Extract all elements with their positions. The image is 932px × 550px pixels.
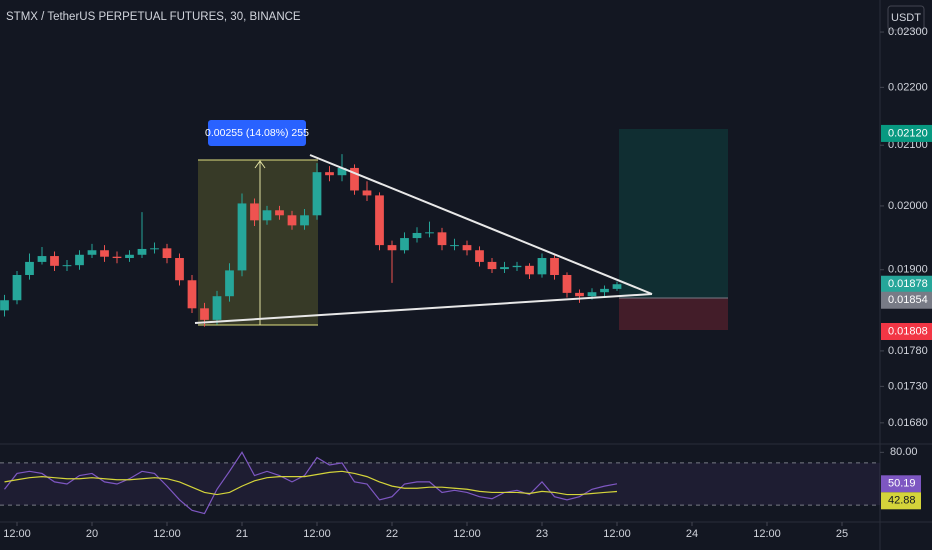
candle-body [137,248,147,255]
candle-body [362,190,372,196]
rsi-band [0,462,880,506]
y-tick-label: 0.02000 [888,200,928,212]
candle-body [375,195,384,246]
x-tick-label: 21 [236,528,248,540]
candle-body [212,296,222,320]
candle-body [550,258,559,275]
y-tick-label: 0.02300 [888,26,928,38]
x-tick-label: 22 [386,528,398,540]
price-label-box [881,322,932,340]
indicator-label: 42.88 [888,495,916,507]
y-tick-label: 0.01680 [888,417,928,429]
candle-body [462,245,472,251]
candle-body [100,250,109,257]
y-tick-label: 0.02200 [888,81,928,93]
candle-body [37,256,47,262]
candle-body [437,232,447,246]
price-label: 0.02120 [888,127,928,139]
candle-body [75,254,84,266]
price-label: 0.01878 [888,278,928,290]
candle-body [112,256,122,259]
candle-body [225,270,234,297]
measure-label: 0.00255 (14.08%) 255 [205,127,309,139]
candle-body [425,232,434,234]
candle-body [300,215,309,226]
y-tick-label: 0.02100 [888,139,928,151]
indicator-label-box [881,492,921,510]
rsi-line [4,451,618,515]
candle-body [587,292,597,297]
x-tick-label: 24 [686,528,698,540]
x-tick-label: 12:00 [3,528,31,540]
stop-zone [619,298,728,330]
candle-body [612,284,622,289]
candle-body [262,210,272,221]
measure-arrow-head [254,160,266,169]
candle-body [125,254,134,259]
price-label-box [881,291,932,309]
candle-body [575,292,584,297]
candle-body [412,232,422,239]
candle-body [237,203,247,271]
candle-body [275,210,284,216]
currency-button[interactable] [887,5,925,31]
candle-body [450,245,459,247]
currency-label[interactable]: USDT [891,12,921,24]
candle-body [512,265,522,268]
candle-body [0,300,9,311]
candle-body [162,248,172,259]
candle-body [337,167,347,176]
indicator-label-box [881,475,921,493]
y-tick-label: 0.01900 [888,264,928,276]
candle-body [175,258,184,281]
candle-body [87,250,97,255]
measure-label-box [208,120,306,146]
candle-body [562,274,572,293]
trendline-lower [194,293,653,324]
y-tick-label: 80.00 [890,446,918,458]
candle-body [50,256,59,266]
candle-body [500,267,509,270]
candle-body [525,265,534,275]
price-label: 0.01808 [888,325,928,337]
x-tick-label: 12:00 [753,528,781,540]
candle-body [325,172,334,176]
candle-body [475,250,484,262]
candle-body [25,261,34,275]
x-tick-label: 12:00 [603,528,631,540]
chart-title: STMX / TetherUS PERPETUAL FUTURES, 30, B… [6,11,301,23]
candle-body [487,261,497,270]
target-zone [619,129,728,298]
x-tick-label: 25 [836,528,848,540]
indicator-label: 50.19 [888,478,916,490]
candle-body [537,258,547,275]
x-tick-label: 12:00 [303,528,331,540]
candle-body [287,215,297,226]
candle-body [200,308,209,320]
x-tick-label: 23 [536,528,548,540]
y-tick-label: 0.01780 [888,345,928,357]
rsi-line [4,470,618,496]
price-label: 0.01854 [888,294,928,306]
candle-body [400,238,409,251]
candle-body [150,248,159,250]
candle-body [12,274,22,301]
x-tick-label: 12:00 [453,528,481,540]
candle-body [312,172,322,216]
candle-body [600,288,609,293]
candle-body [187,280,197,309]
price-label-box [881,124,932,142]
trendline-upper [309,154,653,295]
candle-body [350,167,359,191]
x-tick-label: 12:00 [153,528,181,540]
y-tick-label: 0.01730 [888,380,928,392]
candle-body [62,265,72,267]
x-tick-label: 20 [86,528,98,540]
candle-body [387,245,397,251]
candle-body [250,203,259,221]
